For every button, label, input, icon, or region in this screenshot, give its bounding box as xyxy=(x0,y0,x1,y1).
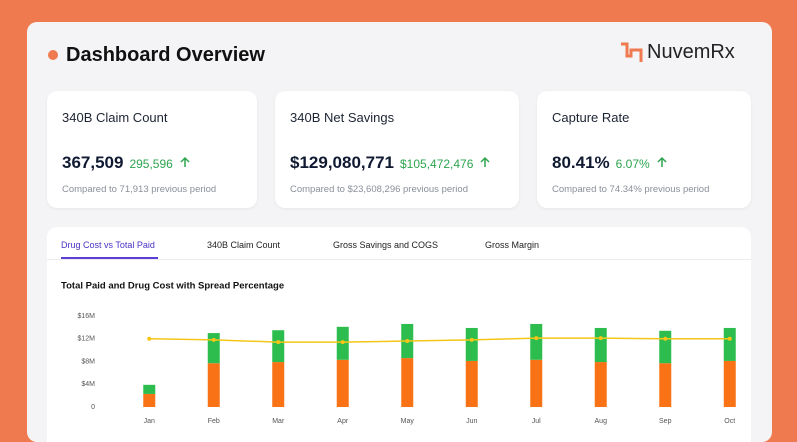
line-point xyxy=(405,339,410,344)
x-tick-label: Apr xyxy=(337,418,349,425)
y-tick-label: $8M xyxy=(81,358,95,365)
card-values: 80.41% 6.07% xyxy=(552,153,668,173)
x-tick-label: Jun xyxy=(466,418,477,425)
x-tick-label: Aug xyxy=(595,418,608,425)
tab-separator xyxy=(47,259,751,260)
y-tick-label: 0 xyxy=(91,404,95,411)
chart-title: Total Paid and Drug Cost with Spread Per… xyxy=(61,281,284,292)
y-tick-label: $4M xyxy=(81,381,95,388)
y-tick-label: $12M xyxy=(77,336,95,343)
card-comparison: Compared to 74.34% previous period xyxy=(552,184,710,195)
dashboard-panel: Dashboard Overview NuvemRx 340B Claim Co… xyxy=(27,22,772,442)
active-tab-underline xyxy=(61,257,158,259)
up-arrow xyxy=(480,156,490,167)
line-point xyxy=(276,340,281,345)
card-title: Capture Rate xyxy=(552,110,630,125)
line-point xyxy=(663,336,668,341)
x-tick-label: Oct xyxy=(724,418,735,425)
x-tick-label: Mar xyxy=(272,418,285,425)
card-previous: $105,472,476 xyxy=(400,157,474,171)
bar-segment xyxy=(465,360,478,407)
bar-segment xyxy=(594,362,607,407)
card-value: 80.41% xyxy=(552,153,610,172)
x-tick-label: Feb xyxy=(208,418,220,425)
line-point xyxy=(469,337,474,342)
bar-segment xyxy=(143,384,156,394)
card-comparison: Compared to $23,608,296 previous period xyxy=(290,184,468,195)
x-tick-label: Sep xyxy=(659,418,672,425)
tab[interactable]: Gross Margin xyxy=(485,240,540,250)
bar-segment xyxy=(272,330,285,363)
line-point xyxy=(534,336,539,341)
bar-segment xyxy=(659,330,672,364)
bar-segment xyxy=(143,393,156,407)
bar-segment xyxy=(530,323,543,360)
bar-segment xyxy=(723,360,736,407)
line-point xyxy=(211,337,216,342)
bar-segment xyxy=(207,363,220,407)
card-title: 340B Net Savings xyxy=(290,110,395,125)
kpi-card: Capture Rate 80.41% 6.07% Compared to 74… xyxy=(537,91,751,208)
logo: NuvemRx xyxy=(619,41,735,64)
bar-segment xyxy=(723,327,736,361)
line-point xyxy=(147,336,152,341)
card-value: 367,509 xyxy=(62,153,124,172)
bar-segment xyxy=(530,359,543,407)
x-tick-label: Jul xyxy=(532,418,541,425)
tab[interactable]: 340B Claim Count xyxy=(207,240,281,250)
kpi-card: 340B Claim Count 367,509 295,596 Compare… xyxy=(47,91,257,208)
bar-segment xyxy=(272,362,285,407)
logo-text: NuvemRx xyxy=(647,41,735,63)
line xyxy=(149,337,730,343)
bar-segment xyxy=(594,327,607,363)
bar-segment xyxy=(401,358,414,407)
page-title: Dashboard Overview xyxy=(66,44,265,66)
card-previous: 6.07% xyxy=(615,157,650,171)
card-previous: 295,596 xyxy=(129,157,173,171)
y-tick-label: $16M xyxy=(77,313,95,320)
chart-card: Drug Cost vs Total Paid 340B Claim Count… xyxy=(47,227,751,442)
bar-segment xyxy=(465,327,478,361)
x-tick-label: Jan xyxy=(144,418,155,425)
kpi-card: 340B Net Savings $129,080,771 $105,472,4… xyxy=(275,91,519,208)
card-values: 367,509 295,596 xyxy=(62,153,191,173)
line-point xyxy=(598,336,603,341)
line-point xyxy=(340,340,345,345)
bar-segment xyxy=(336,359,349,407)
page: {"header": {"title": "Dashboard Overview… xyxy=(27,22,772,442)
card-comparison: Compared to 71,913 previous period xyxy=(62,184,217,195)
bar-segment xyxy=(659,363,672,407)
card-title: 340B Claim Count xyxy=(62,110,168,125)
up-arrow xyxy=(657,156,667,167)
x-tick-label: May xyxy=(401,418,415,425)
bar-segment xyxy=(207,333,220,364)
line-point xyxy=(727,336,732,341)
tab[interactable]: Drug Cost vs Total Paid xyxy=(61,240,155,250)
card-value: $129,080,771 xyxy=(290,153,394,172)
card-values: $129,080,771 $105,472,476 xyxy=(290,153,491,173)
chart: Total Paid and Drug Cost with Spread Per… xyxy=(61,281,736,425)
tab[interactable]: Gross Savings and COGS xyxy=(333,240,439,250)
title-dot xyxy=(48,50,58,60)
up-arrow xyxy=(180,156,190,167)
logo-icon xyxy=(621,42,643,62)
